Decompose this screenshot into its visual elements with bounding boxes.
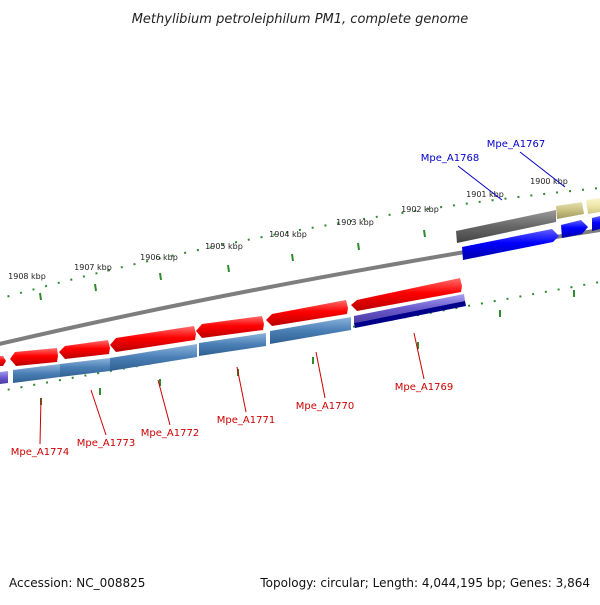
tick-label: 1908 kbp: [8, 272, 46, 281]
callout-line: [519, 151, 566, 188]
gene-label[interactable]: Mpe_A1769: [395, 382, 453, 393]
gene-arrow: [196, 316, 264, 338]
gene-arrow: [351, 278, 462, 311]
gene-label[interactable]: Mpe_A1773: [77, 438, 135, 449]
tick-label: 1902 kbp: [401, 205, 439, 214]
accession-text: Accession: NC_008825: [9, 576, 146, 590]
major-tick: [39, 292, 42, 301]
gene-arrow: [586, 198, 600, 214]
reverse-strand-track: [456, 198, 600, 260]
gene-arrow: [556, 202, 584, 219]
tick-label: 1904 kbp: [269, 230, 307, 239]
gene-label[interactable]: Mpe_A1771: [217, 415, 275, 426]
map-title: Methylibium petroleiphilum PM1, complete…: [132, 12, 469, 27]
gene-label[interactable]: Mpe_A1770: [296, 401, 354, 412]
gene-arrow: [561, 220, 588, 238]
tick-label: 1901 kbp: [466, 190, 504, 199]
tick-label: 1906 kbp: [140, 253, 178, 262]
callout-line: [413, 332, 425, 380]
gene-arrow: [10, 348, 58, 366]
tick-label: 1907 kbp: [74, 263, 112, 272]
gene-label[interactable]: Mpe_A1774: [11, 447, 69, 458]
gene-arrow: [354, 301, 466, 328]
gene-arrow: [60, 358, 110, 377]
gene-labels: Mpe_A1774 Mpe_A1773 Mpe_A1772 Mpe_A1771 Mpe_…: [11, 139, 545, 458]
major-tick: [159, 272, 162, 281]
gene-arrow: [0, 356, 6, 366]
gene-arrow: [592, 216, 600, 231]
gene-label[interactable]: Mpe_A1767: [487, 139, 545, 150]
major-tick: [94, 283, 97, 292]
genome-summary-text: Topology: circular; Length: 4,044,195 bp…: [260, 576, 590, 590]
callout-line: [157, 379, 171, 426]
tick-label: 1905 kbp: [205, 242, 243, 251]
gene-arrow: [13, 364, 60, 383]
gene-arrow: [354, 294, 465, 323]
forward-strand-track: [0, 278, 466, 384]
callout-line: [315, 351, 326, 399]
major-tick: [357, 242, 360, 251]
gene-arrow: [110, 344, 197, 371]
major-tick: [291, 253, 294, 262]
callout-line: [90, 389, 107, 436]
callout-line: [457, 165, 503, 201]
gene-arrow: [110, 326, 196, 352]
gene-arrow: [266, 300, 348, 326]
major-tick: [227, 264, 230, 273]
gene-arrow: [199, 333, 266, 356]
gene-arrow: [462, 229, 559, 260]
gene-label[interactable]: Mpe_A1768: [421, 153, 479, 164]
callout-line: [39, 397, 42, 445]
tick-label: 1900 kbp: [530, 177, 568, 186]
gene-arrow: [270, 317, 351, 344]
gene-arrow: [0, 371, 8, 384]
callout-lines: [39, 151, 566, 445]
callout-line: [236, 366, 247, 413]
tick-labels: 1908 kbp 1907 kbp 1906 kbp 1905 kbp 1904 kbp…: [8, 177, 568, 281]
gene-label[interactable]: Mpe_A1772: [141, 428, 199, 439]
gene-arrow: [456, 210, 556, 243]
major-tick: [423, 229, 426, 238]
gene-arrow: [59, 340, 110, 359]
tick-label: 1903 kbp: [336, 218, 374, 227]
